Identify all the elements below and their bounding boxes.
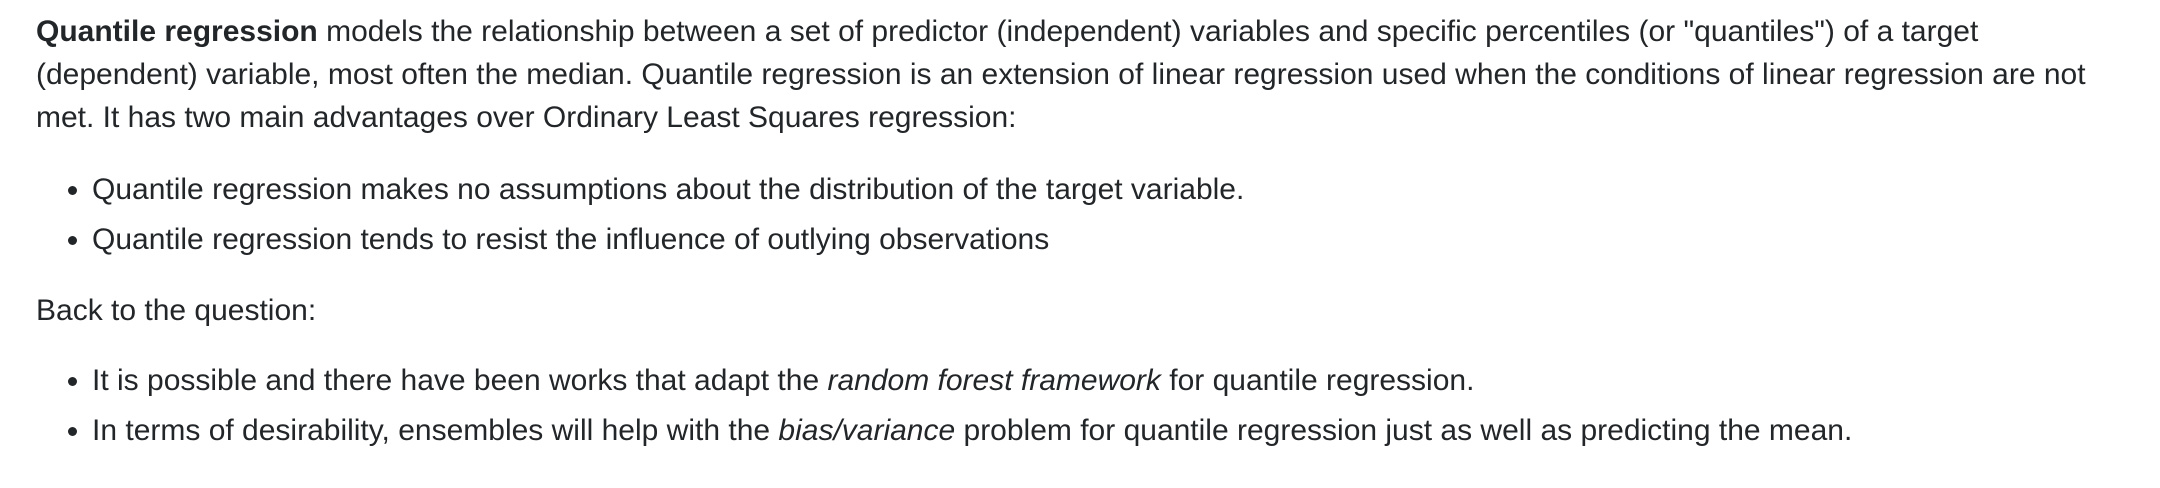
answer-body: Quantile regression models the relations… bbox=[36, 0, 2132, 456]
answer-text-before: In terms of desirability, ensembles will… bbox=[92, 414, 779, 447]
answer-emphasis: bias/variance bbox=[778, 414, 956, 447]
advantage-text: Quantile regression makes no assumptions… bbox=[92, 173, 1245, 206]
intro-paragraph: Quantile regression models the relations… bbox=[36, 0, 2132, 139]
list-item: Quantile regression tends to resist the … bbox=[92, 215, 2132, 265]
answer-text-after: for quantile regression. bbox=[1160, 364, 1475, 397]
advantages-list: Quantile regression makes no assumptions… bbox=[36, 165, 2132, 265]
list-item: In terms of desirability, ensembles will… bbox=[92, 406, 2132, 456]
answer-text-before: It is possible and there have been works… bbox=[92, 364, 828, 397]
list-item: Quantile regression makes no assumptions… bbox=[92, 165, 2132, 215]
answer-emphasis: random forest framework bbox=[827, 364, 1161, 397]
list-item: It is possible and there have been works… bbox=[92, 356, 2132, 406]
back-to-question: Back to the question: bbox=[36, 294, 317, 327]
intro-text: models the relationship between a set of… bbox=[36, 15, 2086, 134]
advantage-text: Quantile regression tends to resist the … bbox=[92, 223, 1050, 256]
quantile-regression-term: Quantile regression bbox=[36, 15, 318, 48]
answers-list: It is possible and there have been works… bbox=[36, 356, 2132, 456]
answer-text-after: problem for quantile regression just as … bbox=[955, 414, 1853, 447]
